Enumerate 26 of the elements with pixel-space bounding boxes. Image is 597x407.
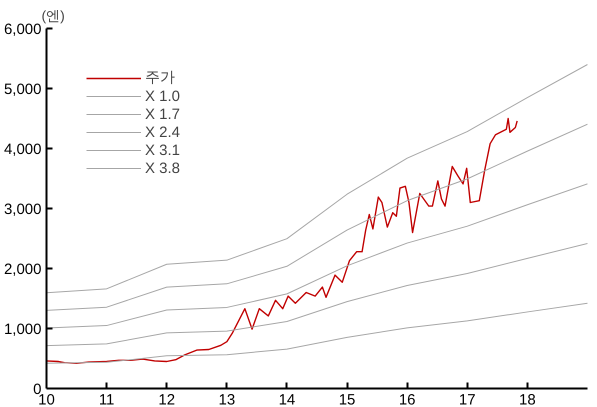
- line-series: [46, 124, 588, 311]
- legend-label: X 3.8: [145, 159, 180, 177]
- y-tick-label: 4,000: [4, 141, 42, 158]
- legend-label: X 3.1: [145, 141, 180, 159]
- legend-label: X 1.0: [145, 87, 180, 105]
- x-tick-label: 16: [398, 392, 416, 407]
- x-tick-label: 14: [278, 392, 296, 407]
- y-tick-label: 5,000: [4, 81, 42, 98]
- line-series: [46, 118, 518, 364]
- x-tick-label: 12: [158, 392, 176, 407]
- line-series: [46, 64, 588, 294]
- x-tick-label: 13: [218, 392, 236, 407]
- y-tick-label: 2,000: [4, 261, 42, 278]
- y-tick-label: 6,000: [4, 21, 42, 38]
- y-tick-label: 3,000: [4, 201, 42, 218]
- x-tick-label: 11: [98, 392, 114, 407]
- y-tick-label: 1,000: [4, 321, 42, 338]
- legend-label: X 1.7: [145, 105, 180, 123]
- y-axis-title: (엔): [42, 8, 65, 24]
- x-tick-label: 15: [338, 392, 356, 407]
- x-tick-label: 18: [519, 392, 536, 407]
- legend-label: 주가: [145, 68, 175, 87]
- line-series: [46, 302, 588, 364]
- line-series: [46, 243, 588, 346]
- x-tick-label: 17: [458, 392, 476, 407]
- legend-label: X 2.4: [145, 123, 180, 141]
